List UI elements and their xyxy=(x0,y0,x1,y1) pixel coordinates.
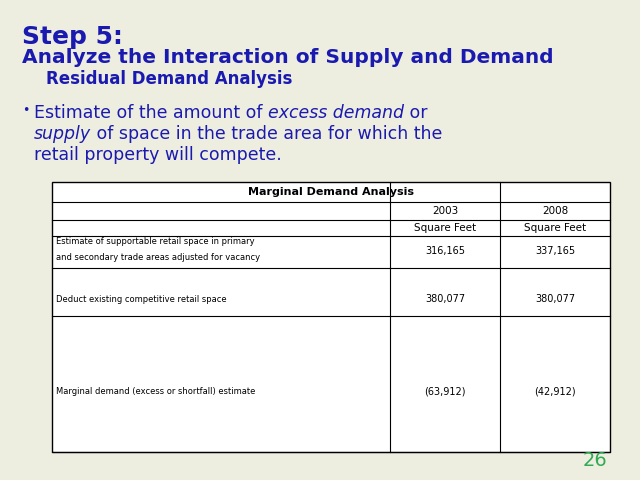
Text: 380,077: 380,077 xyxy=(425,294,465,304)
Text: 316,165: 316,165 xyxy=(425,246,465,256)
Text: or: or xyxy=(404,104,428,122)
Text: Marginal demand (excess or shortfall) estimate: Marginal demand (excess or shortfall) es… xyxy=(56,386,255,396)
Bar xyxy=(52,182,610,452)
Text: 337,165: 337,165 xyxy=(535,246,575,256)
Text: excess demand: excess demand xyxy=(268,104,404,122)
Text: Residual Demand Analysis: Residual Demand Analysis xyxy=(46,70,292,88)
Text: 2008: 2008 xyxy=(542,206,568,216)
Text: Estimate of the amount of: Estimate of the amount of xyxy=(34,104,268,122)
Text: and secondary trade areas adjusted for vacancy: and secondary trade areas adjusted for v… xyxy=(56,253,260,263)
Text: Estimate of supportable retail space in primary: Estimate of supportable retail space in … xyxy=(56,238,255,247)
Text: Marginal Demand Analysis: Marginal Demand Analysis xyxy=(248,187,414,197)
Text: (42,912): (42,912) xyxy=(534,386,576,396)
Text: retail property will compete.: retail property will compete. xyxy=(34,146,282,164)
Text: Square Feet: Square Feet xyxy=(524,223,586,233)
Text: (63,912): (63,912) xyxy=(424,386,466,396)
Text: 2003: 2003 xyxy=(432,206,458,216)
Text: 380,077: 380,077 xyxy=(535,294,575,304)
Text: Deduct existing competitive retail space: Deduct existing competitive retail space xyxy=(56,295,227,303)
Text: Analyze the Interaction of Supply and Demand: Analyze the Interaction of Supply and De… xyxy=(22,48,554,67)
Text: 26: 26 xyxy=(582,451,607,470)
Text: supply: supply xyxy=(34,125,91,143)
Text: of space in the trade area for which the: of space in the trade area for which the xyxy=(91,125,442,143)
Text: Square Feet: Square Feet xyxy=(414,223,476,233)
Text: Step 5:: Step 5: xyxy=(22,25,123,49)
Text: •: • xyxy=(22,104,29,117)
